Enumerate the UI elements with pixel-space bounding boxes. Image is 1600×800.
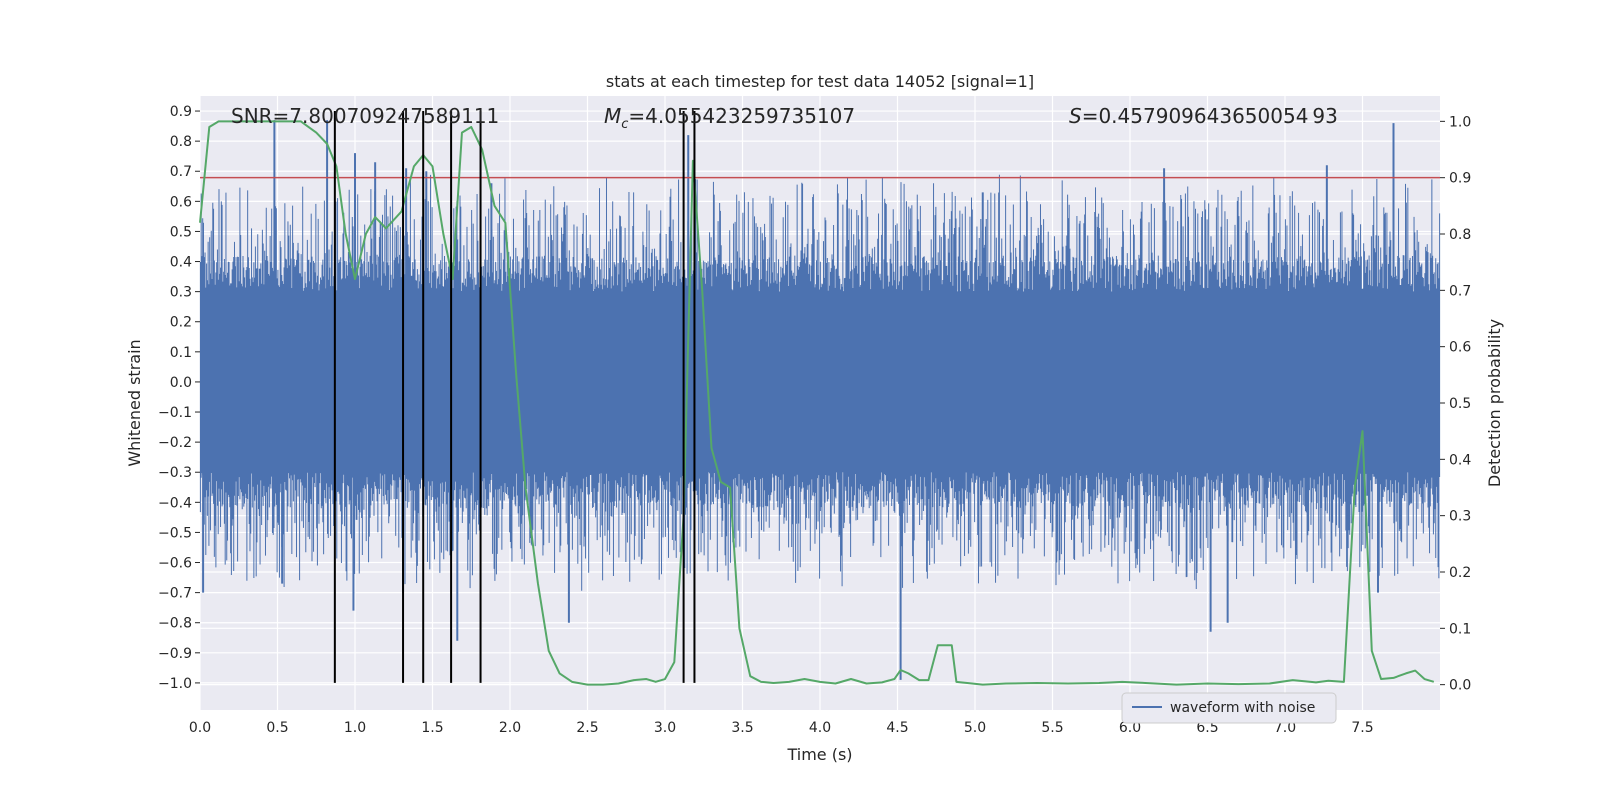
snr-annotation: SNR=7.800709247589111 xyxy=(231,104,499,128)
y-tick-label-right: 0.8 xyxy=(1449,227,1471,243)
y-axis-label-left: Whitened strain xyxy=(125,339,144,466)
waveform-line xyxy=(199,174,1441,591)
x-tick-label: 2.0 xyxy=(499,720,521,736)
x-tick-label: 6.0 xyxy=(1119,720,1141,736)
x-tick-label: 4.0 xyxy=(809,720,831,736)
y-tick-label-right: 0.4 xyxy=(1449,452,1471,468)
x-tick-label: 2.5 xyxy=(576,720,598,736)
y-tick-label-right: 0.1 xyxy=(1449,621,1471,637)
y-tick-label-left: −0.8 xyxy=(158,616,192,632)
y-tick-label-left: 0.6 xyxy=(170,194,192,210)
event-lines xyxy=(333,111,696,683)
y-tick-label-left: −0.2 xyxy=(158,435,192,451)
y-tick-label-left: 0.0 xyxy=(170,375,192,391)
legend: waveform with noise xyxy=(1121,692,1337,724)
y-axis-label-right: Detection probability xyxy=(1485,319,1504,487)
x-axis-label: Time (s) xyxy=(786,745,852,764)
s-annotation: S=0.457909643650054 93 xyxy=(1069,104,1338,128)
x-tick-label: 0.0 xyxy=(189,720,211,736)
y-tick-label-right: 0.9 xyxy=(1449,171,1471,187)
legend-box xyxy=(1121,692,1337,724)
y-tick-label-left: 0.2 xyxy=(170,315,192,331)
y-tick-label-left: −0.4 xyxy=(158,495,192,511)
y-tick-label-right: 0.6 xyxy=(1449,340,1471,356)
y-tick-label-left: 0.4 xyxy=(170,255,192,271)
y-tick-label-left: −0.3 xyxy=(158,465,192,481)
mc-value: =4.055423259735107 xyxy=(628,104,855,128)
y-tick-label-right: 0.5 xyxy=(1449,396,1471,412)
x-tick-label: 0.5 xyxy=(266,720,288,736)
y-tick-label-left: −0.9 xyxy=(158,646,192,662)
x-tick-label: 5.0 xyxy=(964,720,986,736)
y-tick-label-left: 0.7 xyxy=(170,164,192,180)
x-tick-label: 7.0 xyxy=(1274,720,1296,736)
y-tick-label-left: 0.3 xyxy=(170,285,192,301)
x-tick-label: 6.5 xyxy=(1196,720,1218,736)
x-tick-label: 3.0 xyxy=(654,720,676,736)
y-tick-label-left: 0.9 xyxy=(170,104,192,120)
y-tick-label-right: 0.3 xyxy=(1449,509,1471,525)
s-symbol: S xyxy=(1069,104,1082,128)
mc-subscript: c xyxy=(621,117,628,132)
y-tick-label-right: 0.2 xyxy=(1449,565,1471,581)
mc-symbol: M xyxy=(604,104,621,128)
y-tick-label-left: −0.1 xyxy=(158,405,192,421)
axes: 0.0 0.5 1.0 1.5 2.0 2.5 3.0 3.5 4.0 4.5 5.0 5.5 6.0 6… xyxy=(158,104,1471,736)
mc-annotation: Mc=4.055423259735107 xyxy=(604,104,855,132)
s-value: =0.457909643650054 93 xyxy=(1082,104,1338,128)
chart-title: stats at each timestep for test data 140… xyxy=(606,72,1034,91)
x-tick-label: 3.5 xyxy=(731,720,753,736)
x-tick-label: 4.5 xyxy=(886,720,908,736)
x-tick-label: 1.0 xyxy=(344,720,366,736)
x-tick-label: 7.5 xyxy=(1351,720,1373,736)
detection-probability-series xyxy=(199,120,1440,686)
y-tick-label-right: 1.0 xyxy=(1449,114,1471,130)
y-tick-label-left: 0.1 xyxy=(170,345,192,361)
y-tick-label-right: 0.0 xyxy=(1449,678,1471,694)
y-tick-label-left: 0.8 xyxy=(170,134,192,150)
y-tick-label-left: −0.5 xyxy=(158,525,192,541)
y-tick-label-left: −0.6 xyxy=(158,556,192,572)
y-tick-label-left: 0.5 xyxy=(170,224,192,240)
detection-probability-line xyxy=(199,120,1435,686)
x-tick-label: 1.5 xyxy=(421,720,443,736)
x-tick-label: 5.5 xyxy=(1041,720,1063,736)
y-tick-label-left: −1.0 xyxy=(158,676,192,692)
legend-label-waveform: waveform with noise xyxy=(1170,700,1315,716)
y-tick-label-left: −0.7 xyxy=(158,586,192,602)
y-tick-label-right: 0.7 xyxy=(1449,283,1471,299)
